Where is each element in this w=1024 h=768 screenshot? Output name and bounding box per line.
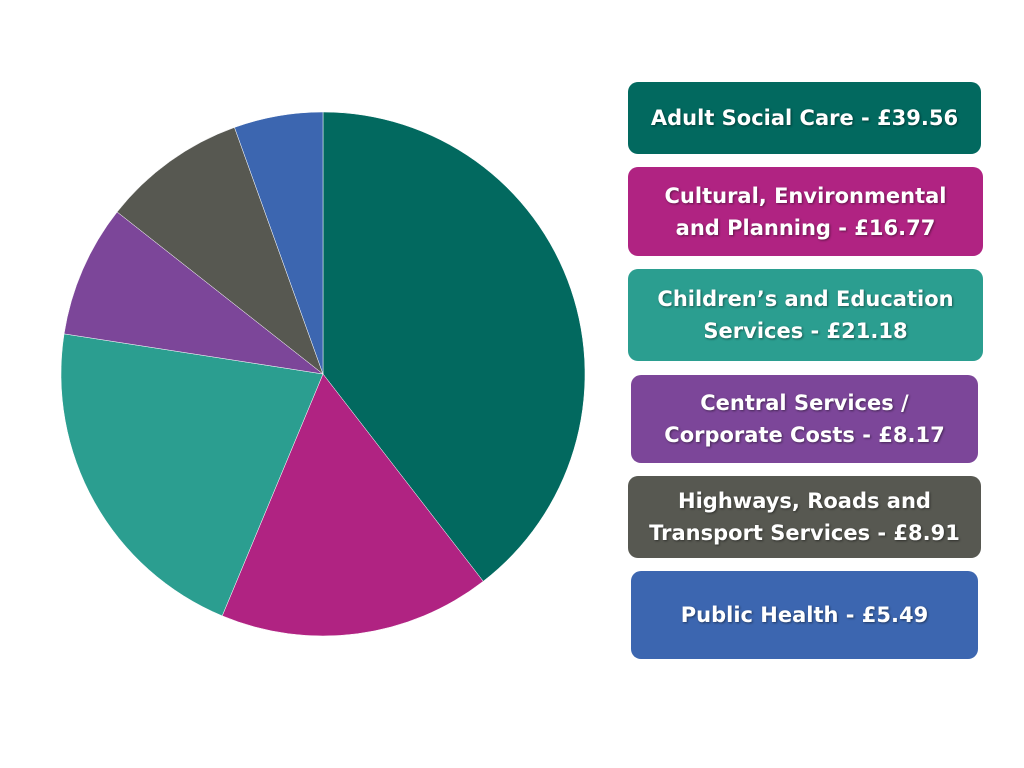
pie-slice-childrens-education-services (60, 333, 324, 617)
legend-label-cultural-environmental-planning: Cultural, Environmental and Planning - £… (664, 183, 947, 240)
pie-slice-central-services-corporate-costs (63, 211, 324, 375)
legend-cultural-environmental-planning: Cultural, Environmental and Planning - £… (628, 167, 983, 256)
pie-slice-public-health (234, 111, 324, 375)
pie-slice-cultural-environmental-planning (221, 373, 484, 637)
legend-label-highways-roads-transport: Highways, Roads and Transport Services -… (649, 489, 960, 545)
pie-slice-highways-roads-transport (116, 127, 324, 375)
legend-central-services-corporate-costs: Central Services / Corporate Costs - £8.… (631, 375, 978, 463)
legend-label-public-health: Public Health - £5.49 (680, 603, 929, 627)
legend-childrens-education-services: Children’s and Education Services - £21.… (628, 269, 983, 361)
legend-label-childrens-education-services: Children’s and Education Services - £21.… (657, 287, 954, 343)
legend-label-adult-social-care: Adult Social Care - £39.56 (650, 106, 959, 130)
legend-label-central-services-corporate-costs: Central Services / Corporate Costs - £8.… (664, 391, 945, 447)
legend-adult-social-care: Adult Social Care - £39.56 (628, 82, 981, 154)
legend-public-health: Public Health - £5.49 (631, 571, 978, 659)
legend-highways-roads-transport: Highways, Roads and Transport Services -… (628, 476, 981, 558)
pie-slice-adult-social-care (322, 111, 586, 582)
